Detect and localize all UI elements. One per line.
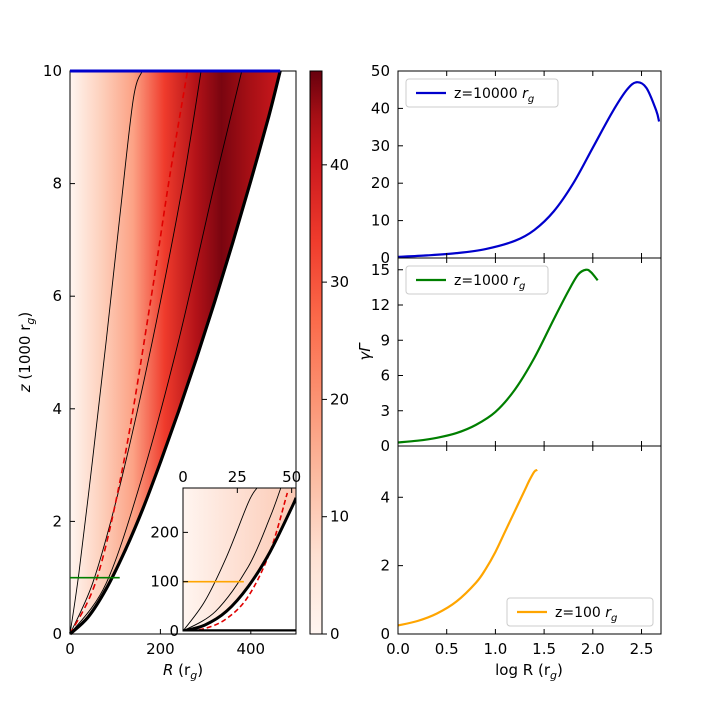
colorbar: 0 10 20 30 40 — [309, 70, 349, 643]
streamline-3 — [70, 71, 243, 634]
main-ytick-label: 0 — [52, 625, 62, 643]
ytick-label: 12 — [371, 296, 390, 314]
legend-box — [405, 265, 549, 295]
main-xtick-label: 0 — [65, 640, 75, 658]
legend-box — [506, 597, 654, 627]
inset-xtick-label: 0 — [178, 468, 188, 486]
gamma-ylabel: γΓ — [356, 342, 374, 361]
main-xlabel: R (rg) — [163, 661, 203, 682]
xtick-label: 2.5 — [630, 640, 654, 658]
legend-label: z=100 rg — [555, 605, 617, 624]
inset-ytick-label: 200 — [150, 523, 179, 541]
ytick-label: 30 — [371, 137, 390, 155]
main-xtick-label: 400 — [236, 640, 265, 658]
xtick-label: 2.0 — [581, 640, 605, 658]
colorbar-tick-label: 0 — [330, 625, 340, 643]
streamline-2 — [70, 71, 202, 634]
panel-bot: 0 2 4 0.0 0.5 1.0 1.5 2.0 2.5 z=100 rg — [380, 445, 662, 658]
xtick-label: 1.5 — [532, 640, 556, 658]
xtick-label: 0.5 — [435, 640, 459, 658]
main-ytick-label: 2 — [52, 512, 62, 530]
colorbar-gradient — [309, 70, 323, 635]
panel-top: 0 10 20 30 40 50 z=10000 rg — [371, 62, 662, 267]
main-ytick-label: 8 — [52, 175, 62, 193]
ytick-label: 20 — [371, 174, 390, 192]
main-ytick-label: 10 — [43, 62, 62, 80]
colorbar-tick-label: 20 — [330, 390, 349, 408]
ytick-label: 50 — [371, 62, 390, 80]
inset-xtick-label: 25 — [228, 468, 247, 486]
inset-frame — [182, 487, 297, 632]
panel-mid: 0 3 6 9 12 15 z=1000 rg — [371, 257, 662, 455]
inset-ytick-label: 100 — [150, 573, 179, 591]
main-ytick-label: 6 — [52, 287, 62, 305]
ytick-label: 9 — [380, 331, 390, 349]
legend: z=1000 rg — [405, 265, 549, 295]
inset-panel: 0 25 50 0 100 200 — [150, 468, 301, 640]
inset-streamline-2 — [183, 488, 282, 631]
colorbar-tick-label: 30 — [330, 273, 349, 291]
ytick-label: 6 — [380, 367, 390, 385]
ytick-label: 0 — [380, 249, 390, 267]
ytick-label: 40 — [371, 99, 390, 117]
jet-boundary-line — [68, 70, 282, 636]
series-line — [397, 468, 538, 627]
legend: z=10000 rg — [405, 78, 559, 108]
main-ylabel: z (1000 rg) — [16, 312, 37, 393]
colorbar-tick-label: 40 — [330, 156, 349, 174]
ytick-label: 0 — [380, 625, 390, 643]
colorbar-tick-label: 10 — [330, 508, 349, 526]
right-xlabel: log R (rg) — [495, 661, 563, 682]
ytick-label: 10 — [371, 212, 390, 230]
inset-ytick-label: 0 — [169, 622, 179, 640]
legend-box — [405, 78, 559, 108]
ytick-label: 0 — [380, 437, 390, 455]
main-ytick-label: 4 — [52, 400, 62, 418]
xtick-label: 0.0 — [386, 640, 410, 658]
ytick-label: 2 — [380, 557, 390, 575]
series-line — [397, 268, 599, 444]
xtick-label: 1.0 — [483, 640, 507, 658]
streamline-1 — [70, 71, 143, 634]
ytick-label: 4 — [380, 488, 390, 506]
ytick-label: 3 — [380, 402, 390, 420]
legend-label: z=1000 rg — [454, 273, 525, 292]
inset-boundary-line — [183, 497, 296, 631]
panel-frame — [397, 445, 662, 635]
legend-label: z=10000 rg — [454, 86, 534, 105]
jet-heatmap-fill — [70, 71, 281, 634]
inset-xtick-label: 50 — [282, 468, 301, 486]
main-xtick-label: 200 — [146, 640, 175, 658]
series-line — [397, 81, 661, 258]
legend: z=100 rg — [506, 597, 654, 627]
ytick-label: 15 — [371, 261, 390, 279]
inset-streamline-1 — [183, 488, 258, 631]
